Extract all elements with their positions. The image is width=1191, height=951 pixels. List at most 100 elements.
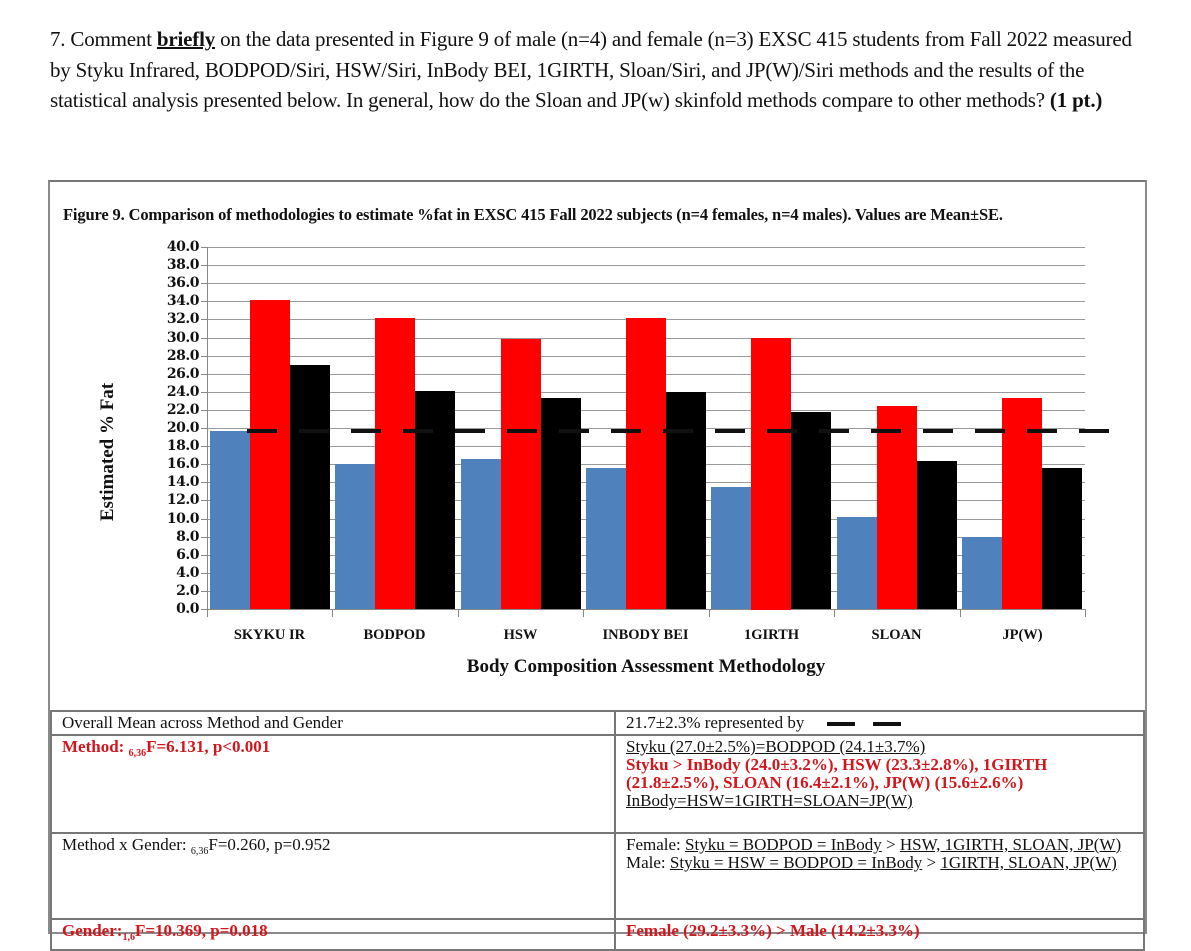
y-tick-label: 0.0 — [176, 601, 199, 617]
gridline — [207, 247, 1085, 248]
y-tick-label: 28.0 — [166, 348, 200, 364]
y-tick-label: 8.0 — [176, 529, 199, 545]
gridline — [207, 301, 1085, 302]
x-category-label: INBODY BEI — [602, 627, 689, 643]
y-tick-mark — [201, 319, 207, 320]
y-tick-mark — [201, 555, 207, 556]
reference-line-dash — [819, 429, 849, 433]
y-tick-mark — [201, 573, 207, 574]
y-tick-mark — [201, 446, 207, 447]
y-tick-label: 6.0 — [176, 547, 199, 563]
x-category-label: 1GIRTH — [743, 627, 800, 643]
reference-line-dash — [767, 429, 797, 433]
bar-overall — [917, 461, 957, 609]
y-tick-mark — [201, 247, 207, 248]
y-tick-mark — [201, 519, 207, 520]
y-tick-label: 32.0 — [166, 311, 200, 327]
reference-line-dash — [923, 429, 953, 433]
reference-line-dash — [975, 429, 1005, 433]
x-category-label: BODPOD — [363, 627, 426, 643]
bar-female — [877, 406, 917, 609]
bar-female — [1002, 398, 1042, 609]
x-axis-label: Body Composition Assessment Methodology — [466, 656, 826, 677]
y-tick-mark — [201, 356, 207, 357]
gridline — [207, 265, 1085, 266]
y-tick-mark — [201, 374, 207, 375]
y-tick-mark — [201, 428, 207, 429]
bar-male — [335, 464, 375, 609]
y-tick-label: 14.0 — [166, 474, 200, 490]
x-category-label: JP(W) — [1002, 627, 1043, 643]
reference-line-dash — [1027, 429, 1057, 433]
y-tick-label: 38.0 — [166, 257, 200, 273]
y-tick-mark — [201, 500, 207, 501]
x-tick-mark — [1085, 609, 1086, 617]
y-tick-label: 12.0 — [166, 492, 200, 508]
reference-line-dash — [611, 429, 641, 433]
method-posthoc-cell: Styku (27.0±2.5%)=BODPOD (24.1±3.7%) Sty… — [614, 734, 1145, 834]
x-tick-mark — [458, 609, 459, 617]
y-tick-label: 24.0 — [166, 384, 200, 400]
bar-male — [210, 431, 250, 609]
reference-line-dash — [455, 429, 485, 433]
bar-female — [501, 339, 541, 609]
y-tick-label: 16.0 — [166, 456, 200, 472]
x-tick-mark — [960, 609, 961, 617]
y-tick-mark — [201, 265, 207, 266]
x-category-label: SLOAN — [871, 627, 922, 643]
bar-overall — [666, 392, 706, 609]
y-tick-mark — [201, 591, 207, 592]
table-row: Overall Mean across Method and Gender 21… — [50, 710, 1145, 736]
y-axis-line — [207, 247, 208, 609]
y-tick-mark — [201, 410, 207, 411]
y-tick-label: 22.0 — [166, 402, 200, 418]
reference-line-dash — [403, 429, 433, 433]
bar-female — [751, 338, 791, 610]
overall-mean-label: Overall Mean across Method and Gender — [50, 710, 616, 736]
dash-legend-icon — [826, 722, 855, 727]
bar-overall — [415, 391, 455, 609]
table-row: Method: 6,36F=6.131, p<0.001 Styku (27.0… — [50, 734, 1145, 834]
y-tick-mark — [201, 301, 207, 302]
y-tick-mark — [201, 537, 207, 538]
reference-line-dash — [507, 429, 537, 433]
table-row: Method x Gender: 6,36F=0.260, p=0.952 Fe… — [50, 832, 1145, 920]
gender-result-cell: Female (29.2±3.3%) > Male (14.2±3.3%) — [614, 918, 1145, 951]
y-tick-mark — [201, 283, 207, 284]
y-tick-mark — [201, 338, 207, 339]
x-tick-mark — [332, 609, 333, 617]
bar-female — [375, 318, 415, 609]
y-tick-label: 36.0 — [166, 275, 200, 291]
y-tick-mark — [201, 392, 207, 393]
y-tick-label: 34.0 — [166, 293, 200, 309]
x-category-label: SKYKU IR — [233, 627, 306, 643]
x-axis-line — [207, 609, 1085, 610]
bar-male — [461, 459, 501, 609]
interaction-cell: Method x Gender: 6,36F=0.260, p=0.952 — [50, 832, 616, 920]
y-tick-label: 10.0 — [166, 511, 200, 527]
question-emphasis: briefly — [156, 27, 216, 51]
y-tick-label: 4.0 — [176, 565, 199, 581]
reference-line-dash — [871, 429, 901, 433]
bar-overall — [1042, 468, 1082, 609]
y-tick-label: 30.0 — [166, 330, 200, 346]
y-tick-mark — [201, 464, 207, 465]
reference-line-dash — [351, 429, 381, 433]
y-tick-label: 18.0 — [166, 438, 200, 454]
bar-female — [626, 318, 666, 609]
y-axis-label: Estimated % Fat — [97, 382, 118, 522]
reference-line-dash — [247, 429, 277, 433]
method-effect-cell: Method: 6,36F=6.131, p<0.001 — [50, 734, 616, 834]
bar-female — [250, 300, 290, 609]
x-tick-mark — [207, 609, 208, 617]
bar-male — [586, 468, 626, 609]
y-tick-label: 40.0 — [166, 239, 200, 255]
gender-effect-cell: Gender:1,6F=10.369, p=0.018 — [50, 918, 616, 951]
y-tick-label: 20.0 — [166, 420, 200, 436]
reference-line-dash — [559, 429, 589, 433]
x-tick-mark — [583, 609, 584, 617]
question-number: 7. — [50, 27, 66, 51]
overall-mean-value: 21.7±2.3% represented by — [614, 710, 1145, 736]
table-row: Gender:1,6F=10.369, p=0.018 Female (29.2… — [50, 918, 1145, 951]
reference-line-dash — [663, 429, 693, 433]
